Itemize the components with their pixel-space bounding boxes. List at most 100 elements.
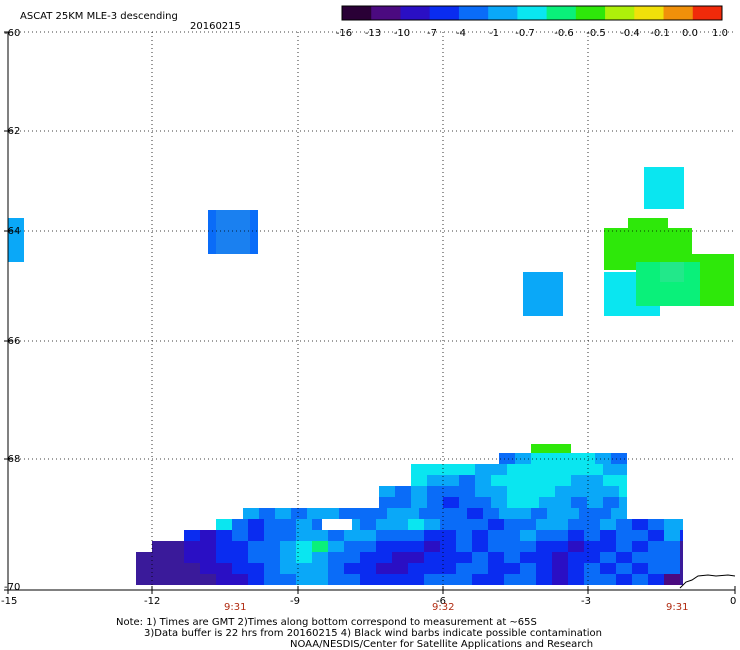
wind-cell xyxy=(403,508,419,519)
wind-cell xyxy=(579,453,595,464)
wind-cell xyxy=(680,519,683,530)
wind-cell xyxy=(296,563,312,574)
wind-cell xyxy=(552,574,568,585)
wind-cell xyxy=(491,486,507,497)
wind-cell xyxy=(611,508,627,519)
wind-cell xyxy=(536,552,552,563)
wind-cell xyxy=(440,563,456,574)
wind-cell xyxy=(328,574,344,585)
wind-cell xyxy=(632,541,648,552)
wind-cell xyxy=(232,530,248,541)
wind-cell xyxy=(483,508,499,519)
wind-cell xyxy=(264,519,280,530)
wind-cell xyxy=(184,530,200,541)
colorbar-tick-label: -7 xyxy=(427,28,437,39)
wind-cell xyxy=(344,563,360,574)
lat-label: -62 xyxy=(4,126,20,137)
wind-cell xyxy=(136,552,152,563)
wind-cell xyxy=(411,497,427,508)
wind-cell xyxy=(680,530,683,541)
colorbar-tick-label: 1.0 xyxy=(712,28,728,39)
colorbar-segment xyxy=(605,6,635,20)
wind-cell xyxy=(568,541,584,552)
wind-cell xyxy=(628,218,668,228)
wind-cell xyxy=(275,508,291,519)
wind-cell xyxy=(259,508,275,519)
wind-cell xyxy=(515,453,531,464)
wind-cell xyxy=(200,574,216,585)
wind-cell xyxy=(232,519,248,530)
wind-cell xyxy=(424,552,440,563)
wind-cell xyxy=(392,574,408,585)
colorbar-tick-label: 0.0 xyxy=(682,28,698,39)
wind-cell xyxy=(184,574,200,585)
colorbar-tick-label: -13 xyxy=(365,28,381,39)
wind-cell xyxy=(664,563,680,574)
wind-cell xyxy=(632,574,648,585)
wind-cell xyxy=(216,210,250,254)
wind-cell xyxy=(360,552,376,563)
wind-cell xyxy=(632,530,648,541)
wind-cell xyxy=(488,519,504,530)
wind-cell xyxy=(507,497,523,508)
wind-cell xyxy=(587,464,603,475)
wind-cell xyxy=(184,541,200,552)
wind-cell xyxy=(552,563,568,574)
wind-cell xyxy=(536,541,552,552)
wind-cell xyxy=(603,464,619,475)
wind-cell xyxy=(395,497,411,508)
wind-cell xyxy=(344,530,360,541)
wind-cell xyxy=(328,530,344,541)
wind-cell xyxy=(488,552,504,563)
lat-label: -64 xyxy=(4,226,20,237)
wind-cell xyxy=(392,519,408,530)
wind-cell xyxy=(520,530,536,541)
wind-cell xyxy=(531,453,547,464)
wind-cell xyxy=(451,508,467,519)
wind-cell xyxy=(587,486,603,497)
wind-cell xyxy=(435,508,451,519)
wind-cell xyxy=(644,167,684,209)
wind-cell xyxy=(136,574,152,585)
wind-cell xyxy=(424,530,440,541)
wind-cell xyxy=(648,552,664,563)
wind-cell xyxy=(636,306,660,316)
wind-cell xyxy=(200,541,216,552)
wind-cell xyxy=(216,574,232,585)
wind-cell xyxy=(312,574,328,585)
wind-cell xyxy=(312,530,328,541)
wind-cell xyxy=(520,563,536,574)
wind-cell xyxy=(680,563,683,574)
wind-cell xyxy=(568,563,584,574)
colorbar-tick-label: -0.1 xyxy=(650,28,670,39)
wind-cell xyxy=(552,552,568,563)
wind-cell xyxy=(491,497,507,508)
wind-cell xyxy=(459,486,475,497)
wind-cell xyxy=(616,563,632,574)
wind-cell xyxy=(488,541,504,552)
wind-cell xyxy=(488,530,504,541)
wind-cell xyxy=(648,541,664,552)
wind-cell xyxy=(472,552,488,563)
wind-cell xyxy=(547,508,563,519)
wind-cell xyxy=(584,552,600,563)
wind-cell xyxy=(603,497,619,508)
colorbar-frame xyxy=(341,5,723,21)
wind-cell xyxy=(296,552,312,563)
wind-cell xyxy=(344,552,360,563)
wind-cell xyxy=(571,475,587,486)
colorbar-segment xyxy=(546,6,577,20)
wind-cell xyxy=(152,574,168,585)
longitude-labels: -15 -12 -9 -6 -3 0 xyxy=(1,596,736,607)
wind-cell xyxy=(600,552,616,563)
colorbar-segment xyxy=(575,6,606,20)
wind-cell xyxy=(531,508,547,519)
wind-cell xyxy=(248,530,264,541)
wind-cell xyxy=(555,464,571,475)
wind-cell xyxy=(424,574,440,585)
wind-cell xyxy=(616,519,632,530)
note-line-3: NOAA/NESDIS/Center for Satellite Applica… xyxy=(290,639,593,650)
wind-cell xyxy=(587,497,603,508)
wind-cell xyxy=(563,453,579,464)
wind-cell xyxy=(355,508,371,519)
